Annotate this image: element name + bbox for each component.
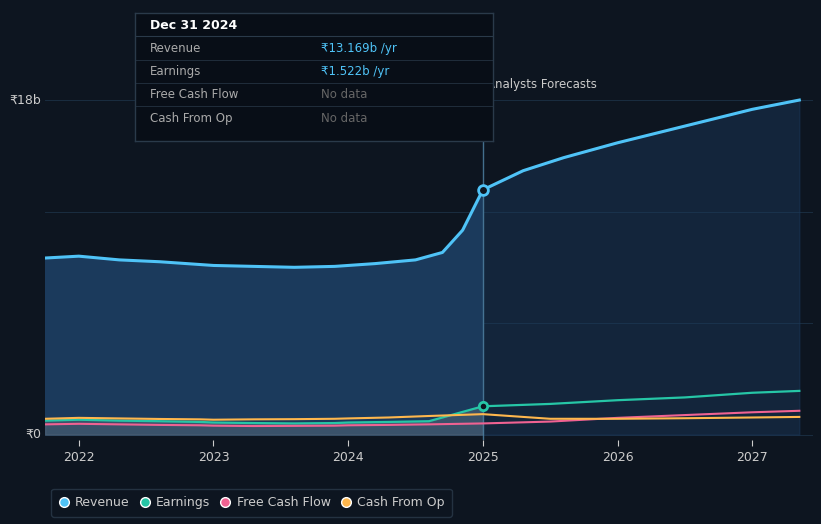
Text: ₹0: ₹0	[25, 428, 41, 441]
Text: Dec 31 2024: Dec 31 2024	[149, 19, 237, 32]
Text: ₹1.522b /yr: ₹1.522b /yr	[321, 65, 389, 78]
Text: Past: Past	[454, 78, 479, 91]
Text: Analysts Forecasts: Analysts Forecasts	[487, 78, 597, 91]
Text: Cash From Op: Cash From Op	[149, 112, 232, 125]
Text: No data: No data	[321, 89, 368, 101]
Legend: Revenue, Earnings, Free Cash Flow, Cash From Op: Revenue, Earnings, Free Cash Flow, Cash …	[52, 489, 452, 517]
Text: ₹18b: ₹18b	[10, 94, 41, 106]
Text: Free Cash Flow: Free Cash Flow	[149, 89, 238, 101]
Text: No data: No data	[321, 112, 368, 125]
Text: ₹13.169b /yr: ₹13.169b /yr	[321, 41, 397, 54]
Text: Revenue: Revenue	[149, 41, 201, 54]
Text: Earnings: Earnings	[149, 65, 201, 78]
